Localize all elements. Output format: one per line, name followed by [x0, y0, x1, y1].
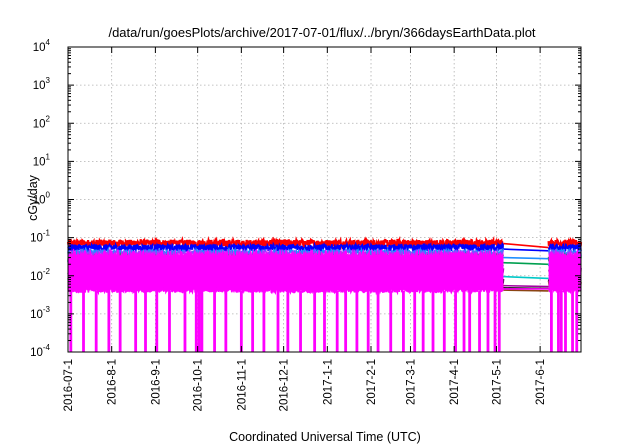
x-tick-label: 2016-12-1 — [279, 359, 291, 411]
dropout-spike — [559, 290, 563, 352]
gap-connector — [503, 275, 549, 280]
y-tick-label: 10-1 — [30, 229, 50, 245]
dropout-spike — [224, 290, 228, 352]
y-tick-label: 104 — [33, 38, 51, 54]
dropout-spike — [197, 290, 201, 352]
dropout-spike — [276, 290, 280, 352]
x-tick-label: 2017-5-1 — [491, 359, 503, 405]
dropout-spike — [376, 290, 380, 352]
gap-connector — [503, 248, 549, 252]
dropout-spike — [493, 290, 497, 352]
x-tick-label: 2017-4-1 — [449, 359, 461, 405]
y-tick-exponent: 4 — [46, 38, 51, 47]
y-tick-label: 101 — [33, 152, 51, 168]
series-line — [66, 235, 504, 252]
dropout-spike — [168, 290, 171, 352]
dropout-spike — [335, 290, 339, 352]
x-tick-label: 2016-9-1 — [150, 359, 162, 405]
y-tick-label: 103 — [33, 76, 51, 92]
dropout-spike — [550, 290, 553, 352]
dropout-spike — [313, 290, 317, 352]
dropout-spike — [497, 290, 501, 352]
dropout-spike — [557, 290, 560, 352]
plot-series — [66, 235, 583, 352]
dropout-spike — [118, 290, 122, 352]
y-tick-exponent: -1 — [43, 229, 51, 238]
dropout-spike — [478, 290, 481, 352]
series-band — [68, 248, 504, 293]
dropout-spike — [183, 290, 187, 352]
y-tick-exponent: -3 — [43, 305, 51, 314]
x-tick-label: 2016-10-1 — [193, 359, 205, 411]
dropout-spike — [575, 290, 579, 352]
x-tick-label: 2017-3-1 — [405, 359, 417, 405]
y-tick-label: 102 — [33, 114, 51, 130]
y-tick-label: 10-4 — [30, 343, 50, 359]
y-tick-exponent: 0 — [46, 191, 51, 200]
x-tick-label: 2017-2-1 — [366, 359, 378, 405]
dropout-spike — [402, 290, 405, 352]
series-line — [67, 284, 504, 296]
dropout-spike — [155, 290, 159, 352]
gap-connector — [503, 261, 549, 266]
y-axis-label: cGy/day — [26, 174, 40, 221]
dropout-spike — [82, 290, 85, 352]
dropout-spike — [323, 290, 326, 352]
y-tick-exponent: -4 — [43, 343, 51, 352]
gap-connector — [503, 289, 549, 292]
dropout-spike — [107, 290, 111, 352]
x-tick-label: 2016-07-1 — [63, 359, 75, 411]
gap-connector — [503, 242, 549, 249]
y-tick-exponent: 3 — [46, 76, 51, 85]
series-band — [548, 248, 581, 293]
y-tick-label: 10-3 — [30, 305, 50, 321]
dropout-spike — [286, 290, 290, 352]
dropout-spike — [442, 290, 446, 352]
dropout-spike — [213, 290, 216, 352]
dropout-spike — [462, 290, 466, 352]
dropout-spike — [94, 290, 98, 352]
series-line — [547, 242, 582, 254]
dropout-spike — [262, 290, 266, 352]
y-tick-exponent: 1 — [46, 152, 51, 161]
dropout-spike — [144, 290, 147, 352]
chart-title: /data/run/goesPlots/archive/2017-07-01/f… — [108, 25, 535, 40]
dropout-spike — [251, 290, 255, 352]
dropout-spike — [366, 290, 370, 352]
dropout-spike — [134, 290, 138, 352]
x-tick-labels: 2016-07-1 2016-8-1 2016-9-1 2016-10-1 2016-1… — [63, 359, 547, 411]
gap-connector — [503, 284, 549, 288]
y-tick-exponent: -2 — [43, 267, 51, 276]
y-tick-exponent: 2 — [46, 114, 51, 123]
dropout-spike — [564, 290, 567, 352]
dropout-spike — [194, 290, 198, 352]
dropout-spike — [571, 290, 574, 352]
dropout-spike — [468, 290, 472, 352]
x-tick-label: 2016-8-1 — [107, 359, 119, 405]
x-axis-label: Coordinated Universal Time (UTC) — [229, 430, 421, 444]
dropout-spike — [431, 290, 435, 352]
x-tick-label: 2016-11-1 — [236, 359, 248, 411]
dropout-spike — [200, 290, 204, 352]
dropout-spike — [355, 290, 359, 352]
tick-marks — [67, 46, 581, 353]
dropout-spike — [454, 290, 457, 352]
dropout-spike — [486, 290, 490, 352]
gap-connector — [503, 256, 549, 260]
dropout-spike — [299, 290, 302, 352]
dropout-spike — [413, 290, 417, 352]
dropout-spike — [421, 290, 425, 352]
dropout-spike — [69, 290, 73, 352]
dropout-spike — [344, 290, 348, 352]
dropout-spike — [389, 290, 393, 352]
x-tick-label: 2017-6-1 — [535, 359, 547, 405]
y-tick-label: 10-2 — [30, 267, 50, 283]
dropout-spike — [239, 290, 243, 352]
x-tick-label: 2017-1-1 — [322, 359, 334, 405]
